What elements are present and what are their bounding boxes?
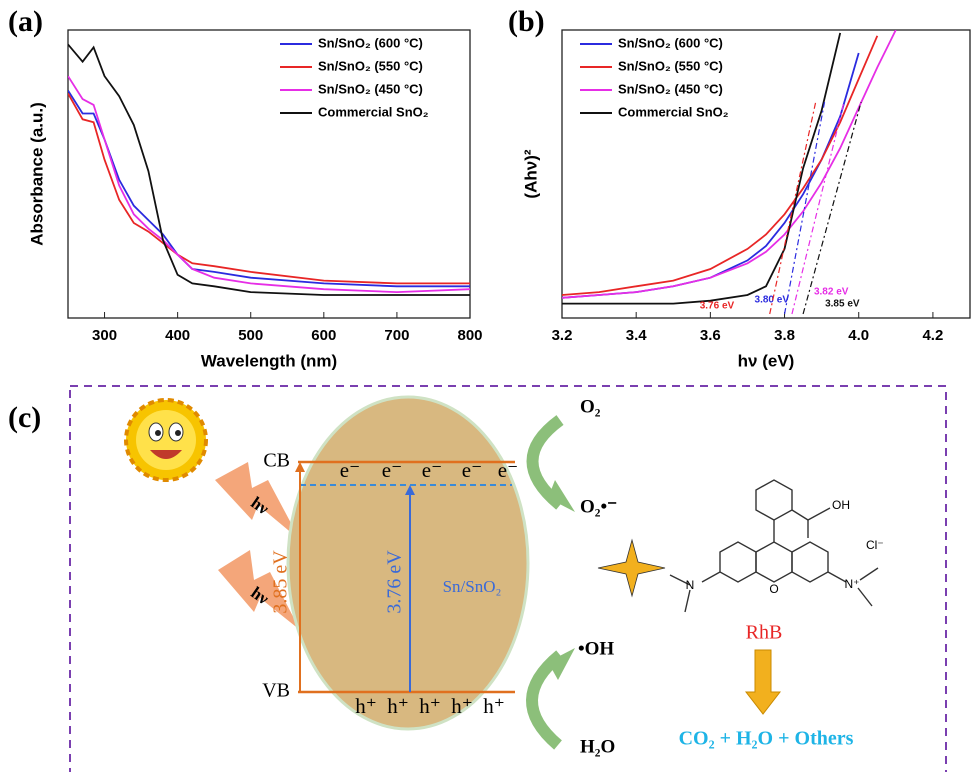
chart: 3.2 3.4 3.6 3.8 4.0 4.2 hν (eV) (Ahν)² Sn/SnO₂ (… bbox=[521, 30, 970, 370]
arrow-head bbox=[548, 480, 575, 512]
species: O₂ bbox=[580, 396, 601, 417]
series-line bbox=[68, 91, 470, 287]
dye-label: RhB bbox=[746, 622, 783, 644]
x-tick-label: 300 bbox=[92, 327, 117, 344]
x-tick-label: 3.4 bbox=[626, 327, 648, 344]
series-line bbox=[68, 93, 470, 283]
legend-label: Sn/SnO₂ (450 °C) bbox=[618, 81, 723, 96]
panel-label: (c) bbox=[8, 401, 41, 434]
tangent-line bbox=[785, 102, 825, 314]
x-tick-label: 700 bbox=[384, 327, 409, 344]
species: O₂•⁻ bbox=[580, 496, 617, 517]
hole: h⁺ bbox=[387, 694, 409, 718]
atom-label: OH bbox=[832, 498, 850, 512]
species: H₂O bbox=[580, 736, 615, 757]
legend-label: Sn/SnO₂ (550 °C) bbox=[318, 58, 423, 73]
atom-label: O bbox=[769, 582, 778, 596]
x-tick-label: 600 bbox=[311, 327, 336, 344]
down-arrow bbox=[746, 650, 780, 714]
hole: h⁺ bbox=[355, 694, 377, 718]
panel-label: (a) bbox=[8, 5, 43, 38]
x-tick-label: 3.6 bbox=[700, 327, 721, 344]
annotation: 3.85 eV bbox=[825, 299, 860, 310]
x-tick-label: 4.0 bbox=[848, 327, 869, 344]
legend-label: Sn/SnO₂ (550 °C) bbox=[618, 58, 723, 73]
panel-label: (b) bbox=[508, 5, 545, 38]
star bbox=[598, 540, 665, 596]
arrow-head bbox=[548, 648, 575, 680]
species: •OH bbox=[578, 638, 614, 659]
vb-label: VB bbox=[262, 680, 290, 702]
legend-label: Commercial SnO₂ bbox=[618, 104, 729, 119]
electron: e⁻ bbox=[498, 458, 518, 482]
electron: e⁻ bbox=[422, 458, 442, 482]
legend-label: Commercial SnO₂ bbox=[318, 104, 429, 119]
legend-label: Sn/SnO₂ (450 °C) bbox=[318, 81, 423, 96]
x-tick-label: 4.2 bbox=[922, 327, 943, 344]
hole: h⁺ bbox=[419, 694, 441, 718]
annotation: 3.82 eV bbox=[814, 287, 849, 298]
x-tick-label: 400 bbox=[165, 327, 190, 344]
sun bbox=[126, 400, 206, 480]
y-axis-label: Absorbance (a.u.) bbox=[27, 102, 46, 246]
atom-label: Cl⁻ bbox=[866, 538, 884, 552]
x-axis-label: Wavelength (nm) bbox=[201, 351, 337, 370]
legend-label: Sn/SnO₂ (600 °C) bbox=[618, 35, 723, 50]
material-label: Sn/SnO₂ bbox=[443, 577, 502, 596]
x-tick-label: 500 bbox=[238, 327, 263, 344]
x-axis-label: hν (eV) bbox=[738, 351, 795, 370]
hole: h⁺ bbox=[483, 694, 505, 718]
atom-label: N⁺ bbox=[845, 577, 860, 591]
series-line bbox=[562, 33, 840, 304]
gap-label: 3.85 eV bbox=[270, 550, 292, 614]
cb-label: CB bbox=[263, 450, 290, 472]
y-axis-label: (Ahν)² bbox=[521, 149, 540, 198]
tangent-line bbox=[770, 102, 816, 314]
legend-label: Sn/SnO₂ (600 °C) bbox=[318, 35, 423, 50]
particle bbox=[288, 397, 528, 729]
figure: (a) (b) (c) hν hν CB VB 3.85 eV 3.76 eV … bbox=[0, 0, 975, 772]
series-line bbox=[562, 30, 896, 298]
annotation: 3.76 eV bbox=[700, 301, 735, 312]
hole: h⁺ bbox=[451, 694, 473, 718]
electron: e⁻ bbox=[462, 458, 482, 482]
x-tick-label: 800 bbox=[457, 327, 482, 344]
x-tick-label: 3.2 bbox=[552, 327, 573, 344]
products-label: CO₂ + H₂O + Others bbox=[679, 728, 854, 750]
x-tick-label: 3.8 bbox=[774, 327, 795, 344]
diagram: hν hν CB VB 3.85 eV 3.76 eV Sn/SnO₂ e⁻e⁻… bbox=[70, 386, 946, 772]
atom-label: N bbox=[686, 578, 695, 592]
electron: e⁻ bbox=[340, 458, 360, 482]
gap-label: 3.76 eV bbox=[384, 550, 406, 614]
electron: e⁻ bbox=[382, 458, 402, 482]
chart: 300 400 500 600 700 800 Wavelength (nm) Absorba… bbox=[27, 30, 482, 370]
arrow-head bbox=[295, 462, 305, 472]
